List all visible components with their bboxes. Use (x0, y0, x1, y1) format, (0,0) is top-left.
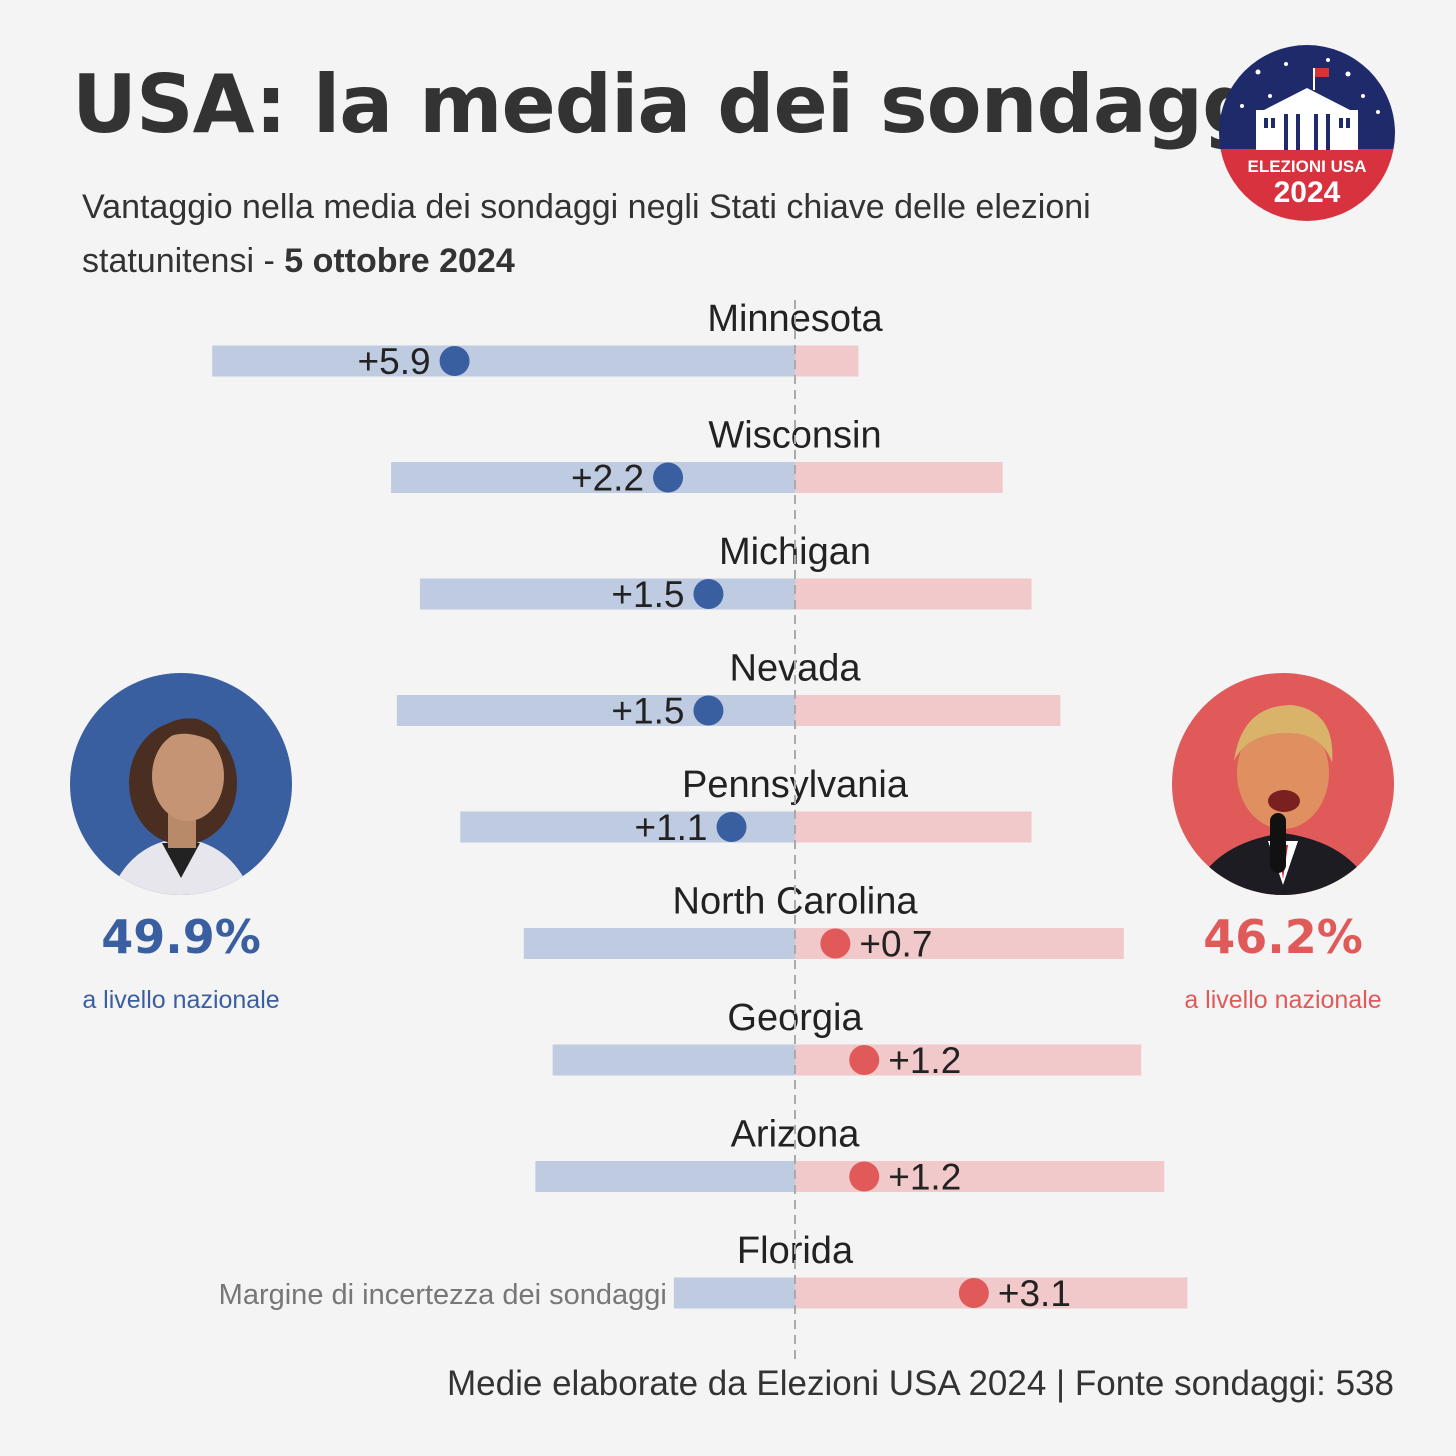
subtitle: Vantaggio nella media dei sondaggi negli… (82, 180, 1232, 288)
arizona-lead-value: +1.2 (888, 1157, 961, 1198)
trump-portrait (1172, 673, 1394, 895)
minnesota-lead-value: +5.9 (358, 341, 431, 382)
north-carolina-lead-value: +0.7 (859, 924, 932, 965)
michigan-state-label: Michigan (719, 531, 871, 573)
florida-lead-dot (958, 1278, 989, 1308)
nevada-lead-dot (693, 695, 724, 726)
michigan-lead-value: +1.5 (611, 574, 684, 615)
florida-dem-band (673, 1277, 795, 1309)
north-carolina-lead-dot (820, 928, 851, 959)
stars-icon (1240, 58, 1380, 114)
michigan-dem-band (419, 578, 795, 610)
source-footer: Medie elaborate da Elezioni USA 2024 | F… (447, 1364, 1394, 1403)
nevada-dem-band (396, 695, 795, 726)
georgia-rep-band (795, 1044, 1142, 1076)
elezioni-usa-2024-badge: ELEZIONI USA 2024 (1219, 45, 1395, 221)
trump-national-pct: 46.2% (1203, 910, 1363, 964)
candidate-trump: 46.2% a livello nazionale (1133, 673, 1433, 1015)
wisconsin-rep-band (795, 462, 1003, 493)
nevada-lead-value: +1.5 (611, 691, 684, 732)
candidate-harris: 49.9% a livello nazionale (31, 673, 331, 1015)
michigan-lead-dot (693, 579, 724, 609)
wisconsin-dem-band (391, 462, 795, 493)
georgia-lead-dot (849, 1045, 880, 1075)
pennsylvania-lead-value: +1.1 (634, 807, 707, 848)
florida-lead-value: +3.1 (998, 1273, 1071, 1314)
harris-portrait (70, 673, 292, 895)
georgia-state-label: Georgia (727, 997, 863, 1039)
nevada-rep-band (795, 695, 1061, 726)
badge-line2: 2024 (1274, 176, 1341, 209)
pennsylvania-rep-band (795, 811, 1032, 843)
minnesota-dem-band (212, 345, 796, 377)
pennsylvania-lead-dot (716, 812, 747, 842)
florida-rep-band (795, 1277, 1188, 1309)
page-title: USA: la media dei sondaggi (72, 58, 1286, 151)
white-house-icon (1256, 68, 1358, 150)
arizona-dem-band (535, 1161, 795, 1192)
georgia-dem-band (552, 1044, 795, 1076)
trump-national-label: a livello nazionale (1184, 986, 1382, 1014)
north-carolina-dem-band (523, 928, 795, 959)
arizona-lead-dot (849, 1161, 880, 1192)
minnesota-lead-dot (439, 346, 470, 376)
michigan-rep-band (795, 578, 1032, 610)
arizona-state-label: Arizona (731, 1114, 861, 1156)
georgia-lead-value: +1.2 (888, 1040, 961, 1081)
harris-national-pct: 49.9% (101, 910, 261, 964)
subtitle-text: Vantaggio nella media dei sondaggi negli… (82, 188, 1091, 280)
minnesota-rep-band (795, 345, 859, 377)
subtitle-date: 5 ottobre 2024 (284, 242, 515, 280)
harris-national-label: a livello nazionale (82, 986, 280, 1014)
wisconsin-lead-value: +2.2 (571, 458, 644, 499)
badge-line1: ELEZIONI USA (1247, 157, 1366, 176)
wisconsin-lead-dot (653, 462, 684, 493)
uncertainty-label: Margine di incertezza dei sondaggi (219, 1279, 667, 1311)
